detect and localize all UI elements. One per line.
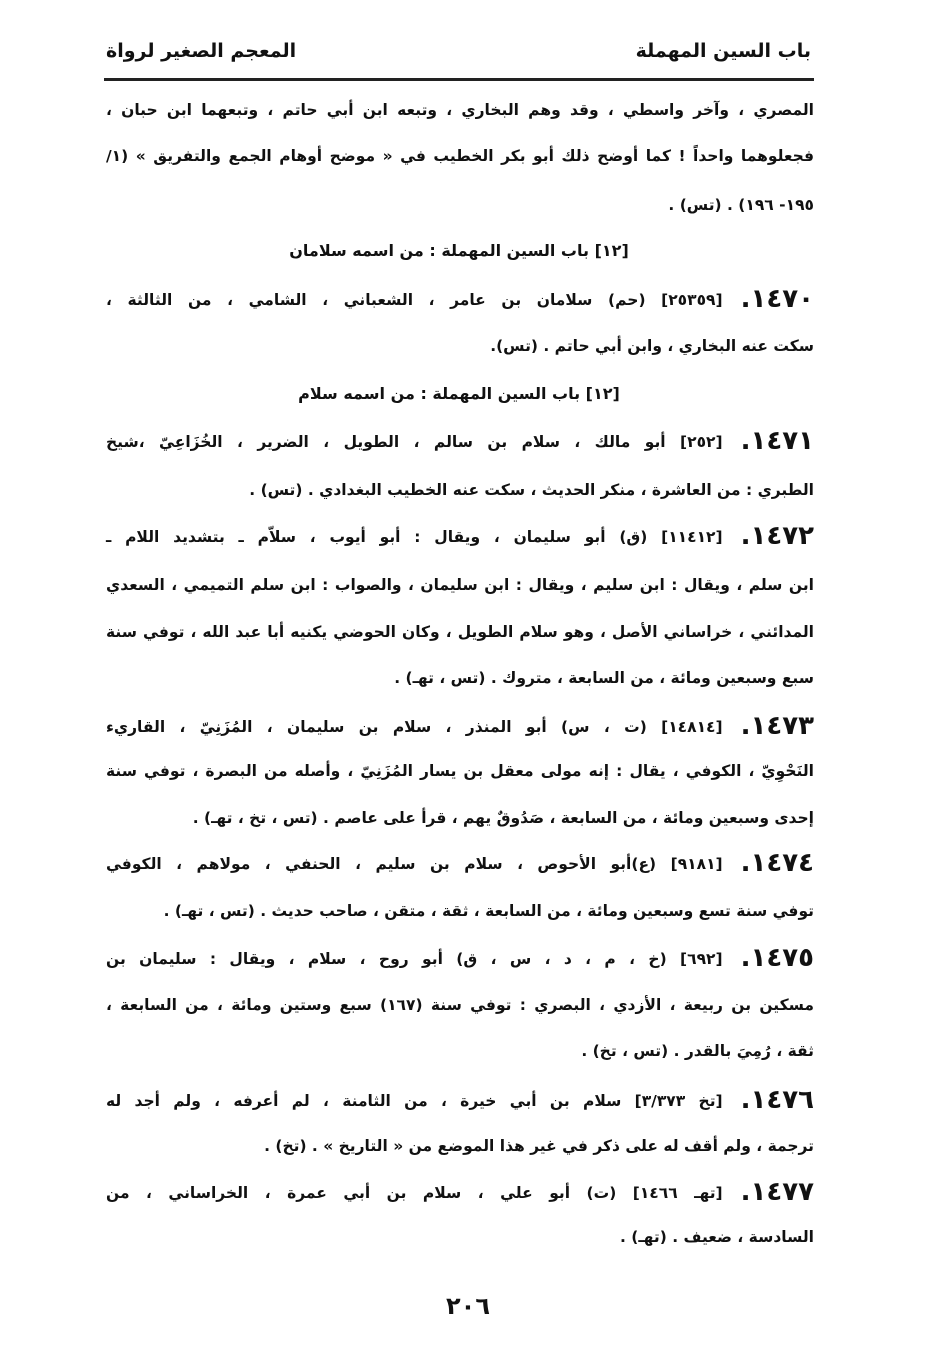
entry-1474-line: ١٤٧٤.[٩١٨١] (ع)أبو الأحوص ، سلام بن سليم…	[106, 848, 814, 878]
text-line: ابن سلم ، ويقال : ابن سليم ، ويقال : ابن…	[106, 576, 814, 594]
entry-1477-line: ١٤٧٧.[تهـ ١٤٦٦] (ت) أبو علي ، سلام بن أب…	[106, 1177, 814, 1207]
entry-1471-line: ١٤٧١.[٢٥٢] أبو مالك ، سلام بن سالم ، الط…	[106, 426, 814, 456]
text-line: ثقة ، رُمِيَ بالقدر . (تس ، تخ) .	[581, 1042, 814, 1060]
text-line: فجعلوهما واحداً ! كما أوضح ذلك أبو بكر ا…	[106, 147, 814, 165]
entry-number: ١٤٧٤.	[740, 848, 814, 878]
section-heading: [١٢] باب السين المهملة : من اسمه سلامان	[289, 241, 629, 260]
text-line: المدائني ، خراساني الأصل ، وهو سلام الطو…	[106, 623, 814, 641]
entry-number: ١٤٧٦.	[740, 1085, 814, 1115]
entry-1475-line: ١٤٧٥.[٦٩٢] (خ ، م ، د ، س ، ق) أبو روح ،…	[106, 943, 814, 973]
text-line: مسكين بن ربيعة ، الأزدي ، البصري : توفي …	[106, 996, 814, 1014]
text-line: إحدى وسبعين ومائة ، من السابعة ، صَدُوقٌ…	[192, 809, 814, 827]
entry-number: ١٤٧٠.	[740, 284, 814, 314]
entry-1472-line: ١٤٧٢.[١١٤١٢] (ق) أبو سليمان ، ويقال : أب…	[106, 521, 814, 551]
running-header-chapter: باب السين المهملة	[635, 40, 811, 62]
text-line: سكت عنه البخاري ، وابن أبي حاتم . (تس).	[490, 337, 814, 355]
text-line: المصري ، وآخر واسطي ، وقد وهم البخاري ، …	[106, 101, 814, 119]
entry-number: ١٤٧٣.	[740, 711, 814, 741]
header-rule	[104, 78, 814, 81]
running-header-book-title: المعجم الصغير لرواة	[106, 40, 297, 62]
text-line: السادسة ، ضعيف . (تهـ) .	[620, 1228, 814, 1246]
text-line: سبع وسبعين ومائة ، من السابعة ، متروك . …	[394, 669, 814, 687]
entry-number: ١٤٧١.	[740, 426, 814, 456]
entry-1476-line: ١٤٧٦.[تخ ٣/٣٧٣] سلام بن أبي خيرة ، من ال…	[106, 1085, 814, 1115]
text-line: ١٩٥- ١٩٦) . (تس) .	[668, 196, 814, 214]
text-line: توفي سنة تسع وسبعين ومائة ، من السابعة ،…	[163, 902, 814, 920]
section-heading: [١٢] باب السين المهملة : من اسمه سلام	[298, 384, 620, 403]
entry-1473-line: ١٤٧٣.[١٤٨١٤] (ت ، س) أبو المنذر ، سلام ب…	[106, 711, 814, 741]
text-line: الطبري : من العاشرة ، منكر الحديث ، سكت …	[249, 481, 814, 499]
page-number: ٢٠٦	[446, 1292, 490, 1320]
entry-number: ١٤٧٢.	[740, 521, 814, 551]
text-line: النَحْوِيّ ، الكوفي ، يقال : إنه مولى مع…	[106, 762, 814, 780]
entry-number: ١٤٧٥.	[740, 943, 814, 973]
entry-1470-line: ١٤٧٠.[٢٥٣٥٩] (حم) سلامان بن عامر ، الشعب…	[106, 284, 814, 314]
text-line: ترجمة ، ولم أقف له على ذكر في غير هذا ال…	[264, 1137, 814, 1155]
entry-number: ١٤٧٧.	[740, 1177, 814, 1207]
